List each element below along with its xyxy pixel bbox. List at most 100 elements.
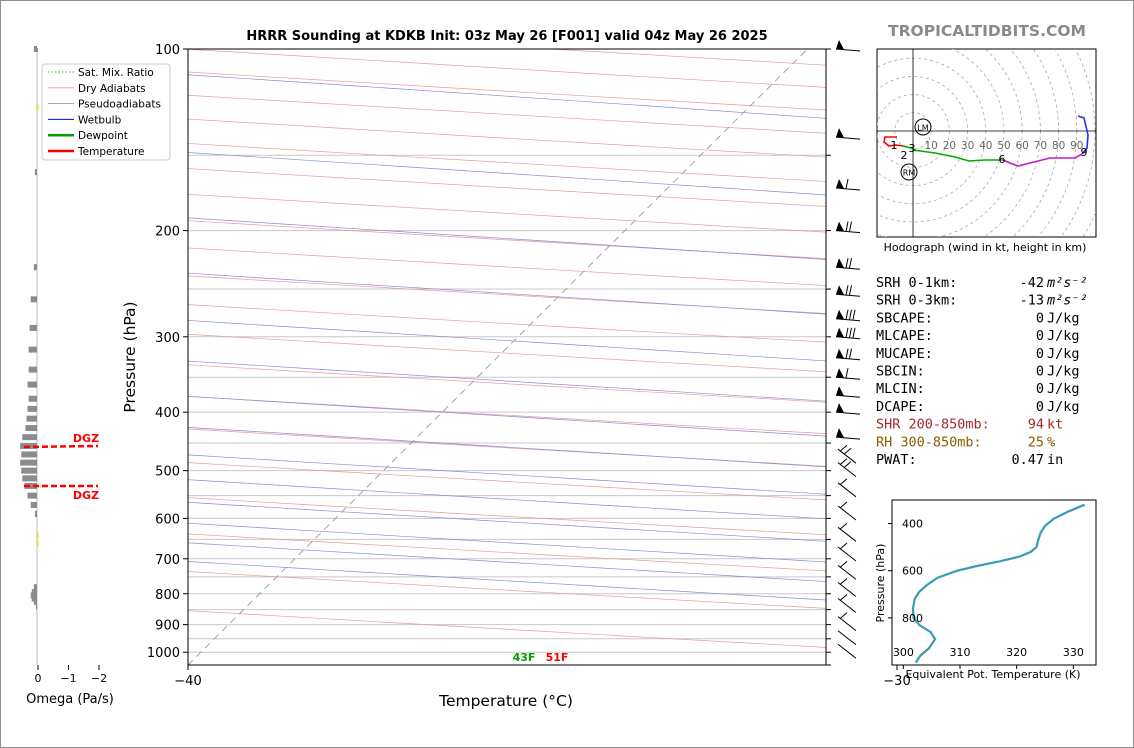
hodograph-height-label: 1 xyxy=(891,139,898,152)
omega-tick-label: −1 xyxy=(60,672,76,685)
barb-shaft xyxy=(835,136,861,140)
barb-shaft xyxy=(835,293,861,297)
omega-bar xyxy=(33,598,37,605)
theta-e-x-tick-label: 320 xyxy=(1006,646,1027,659)
omega-bar xyxy=(27,492,37,499)
barb-shaft xyxy=(835,376,861,380)
omega-bar xyxy=(21,467,37,474)
wind-barb xyxy=(835,128,861,140)
barb-feather xyxy=(843,447,852,455)
hodograph-ring-label: 20 xyxy=(943,140,956,152)
barb-shaft xyxy=(837,462,857,478)
hodograph-ring-label: 80 xyxy=(1052,140,1065,152)
legend-entry: Dewpoint xyxy=(78,130,128,142)
barb-flag xyxy=(836,327,844,338)
barb-shaft xyxy=(835,318,861,322)
parameter-label: SRH 0-3km: xyxy=(876,293,957,309)
hodograph-ring-label: 30 xyxy=(961,140,974,152)
barb-feather xyxy=(839,560,848,568)
barb-flag xyxy=(836,348,844,359)
wind-barb xyxy=(837,643,857,659)
wind-barb xyxy=(835,348,861,361)
hodograph-segment-0-1km xyxy=(883,136,904,147)
omega-bar xyxy=(29,324,37,331)
barb-feather xyxy=(839,522,848,530)
barb-feather xyxy=(852,327,856,338)
barb-feather xyxy=(839,612,848,619)
omega-bar xyxy=(27,381,37,388)
pseudoadiabat xyxy=(188,479,826,520)
parameter-value: 94 xyxy=(1028,417,1044,433)
parameter-unit: J/kg xyxy=(1047,399,1080,415)
omega-bar xyxy=(21,451,37,458)
legend-entry: Sat. Mix. Ratio xyxy=(78,67,154,79)
omega-bar xyxy=(35,603,37,610)
background-lines xyxy=(188,49,826,665)
parameter-label: DCAPE: xyxy=(876,399,925,415)
barb-feather xyxy=(845,178,849,189)
right-mover-label: RM xyxy=(903,169,916,178)
parameter-value: 0 xyxy=(1036,328,1044,344)
barb-feather xyxy=(839,594,848,601)
omega-panel: DGZ DGZ 0 −1 −2 xyxy=(20,46,107,685)
isotherm xyxy=(188,49,808,665)
theta-e-x-label: Equivalent Pot. Temperature (K) xyxy=(905,668,1080,681)
barb-shaft xyxy=(835,336,861,340)
hodograph-segment-3-6km xyxy=(912,149,1003,162)
hodograph-panel: 10 20 30 40 50 60 70 80 90 LM RM 123 6 9 xyxy=(876,48,1097,238)
wind-barb xyxy=(837,578,857,597)
barb-shaft xyxy=(835,266,861,270)
barb-feather xyxy=(839,458,848,466)
wind-barb xyxy=(835,309,861,322)
barb-flag xyxy=(836,221,844,232)
barb-shaft xyxy=(837,448,857,464)
hodograph-ring-label: 10 xyxy=(925,140,938,152)
omega-tick-label: 0 xyxy=(35,672,42,685)
barb-flag xyxy=(836,285,844,295)
theta-e-panel: 300 310 320 330 400 600 800 xyxy=(888,499,1097,669)
barb-shaft xyxy=(837,564,857,580)
dry-adiabat xyxy=(188,497,826,536)
wind-barb xyxy=(835,285,861,297)
y-tick-label: 600 xyxy=(155,512,180,527)
barb-shaft xyxy=(835,187,861,191)
barb-feather xyxy=(839,501,848,509)
barb-shaft xyxy=(837,616,857,632)
barb-shaft xyxy=(837,643,857,659)
parameter-label: SHR 200-850mb: xyxy=(876,417,990,433)
barb-feather xyxy=(849,348,852,359)
hodograph-ring-label: 50 xyxy=(997,140,1010,152)
parameter-row: SHR 200-850mb: 94 kt xyxy=(876,417,1063,433)
barb-shaft xyxy=(835,411,861,415)
omega-bar xyxy=(22,475,37,482)
omega-bar xyxy=(33,264,37,271)
parameter-unit: J/kg xyxy=(1047,346,1080,362)
barb-flag xyxy=(836,309,844,320)
legend: Sat. Mix. Ratio Dry Adiabats Pseudoadiabat… xyxy=(41,63,171,161)
theta-e-x-tick-label: 330 xyxy=(1063,646,1084,659)
hodograph-segment-6-9km xyxy=(1002,153,1083,167)
chart-title: HRRR Sounding at KDKB Init: 03z May 26 [… xyxy=(246,29,767,44)
barb-feather xyxy=(849,285,852,296)
y-tick-label: 400 xyxy=(155,406,180,421)
barb-shaft xyxy=(835,357,861,361)
wind-barb xyxy=(835,386,861,398)
wind-barb xyxy=(835,40,861,52)
parameter-label: MUCAPE: xyxy=(876,346,933,362)
wind-barb-column xyxy=(835,40,861,659)
barb-feather xyxy=(849,258,852,269)
surface-temperature-label: 51F xyxy=(546,651,569,664)
hodograph-rings xyxy=(877,49,1096,237)
barb-feather xyxy=(839,444,848,452)
parameter-label: RH 300-850mb: xyxy=(876,434,982,450)
barb-flag xyxy=(836,40,844,50)
parameter-row: PWAT: 0.47 in xyxy=(876,452,1063,468)
parameter-row: SBCIN: 0 J/kg xyxy=(876,364,1080,380)
theta-e-y-tick-label: 800 xyxy=(902,612,923,625)
wind-barb xyxy=(835,368,861,380)
legend-entry: Wetbulb xyxy=(78,114,122,126)
wind-barb xyxy=(837,458,857,478)
omega-bar xyxy=(28,395,37,402)
barb-feather xyxy=(845,285,849,296)
